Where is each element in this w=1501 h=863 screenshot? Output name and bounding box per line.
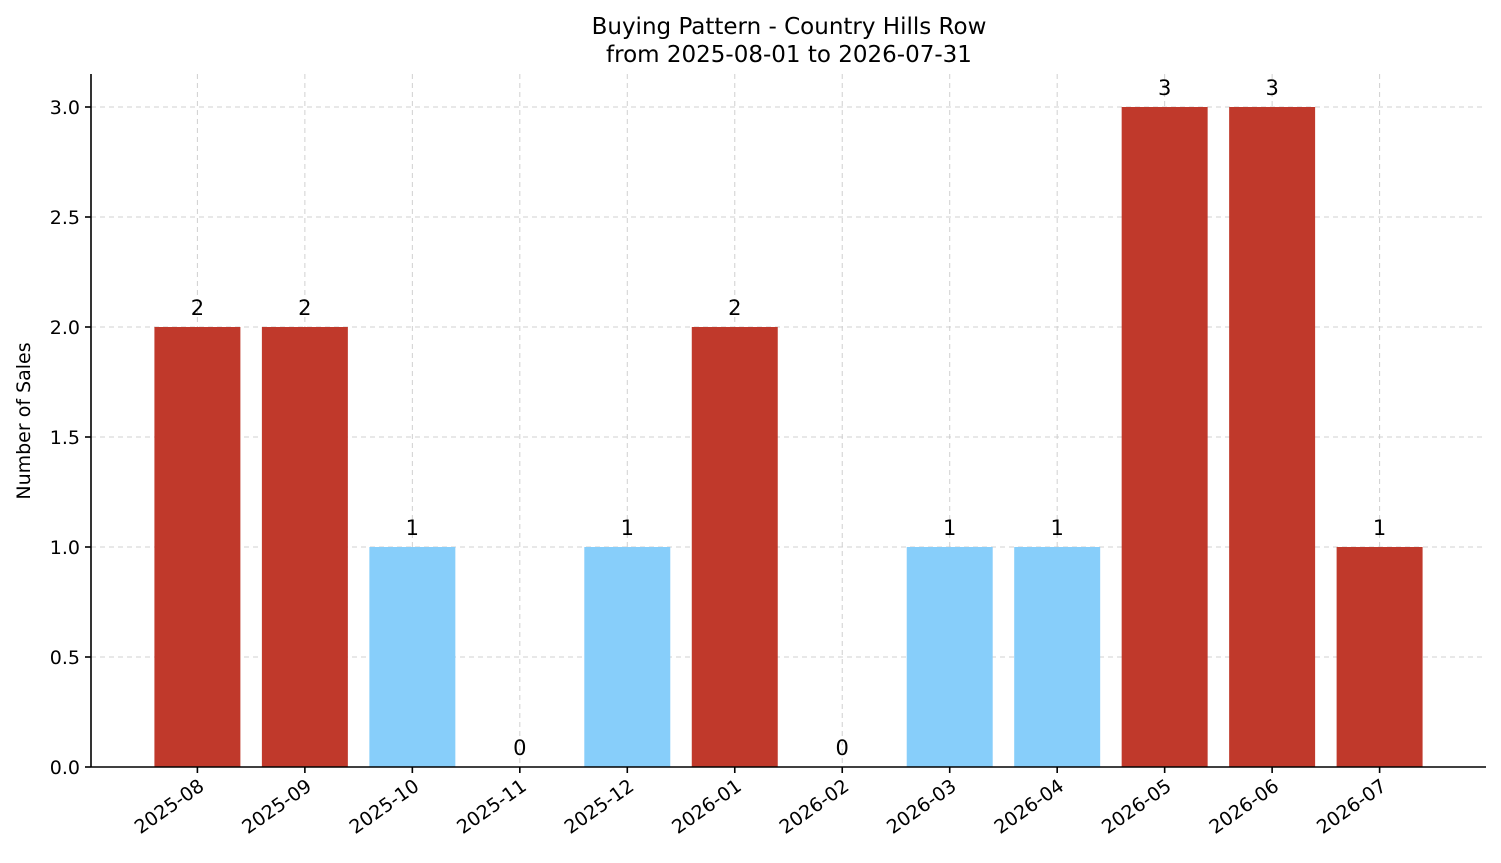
- data-label: 3: [1265, 76, 1278, 100]
- x-tick-label: 2025-08: [131, 775, 209, 839]
- data-label: 1: [621, 516, 634, 540]
- x-tick-label: 2025-09: [238, 775, 316, 839]
- bars: [154, 107, 1423, 767]
- bar-2026-01: [691, 327, 778, 767]
- data-label: 1: [943, 516, 956, 540]
- data-label: 2: [298, 296, 311, 320]
- x-tick-label: 2025-11: [453, 775, 531, 839]
- data-label: 3: [1158, 76, 1171, 100]
- y-tick-label: 2.0: [50, 317, 80, 339]
- bar-2026-07: [1336, 547, 1423, 767]
- data-label: 1: [1050, 516, 1063, 540]
- data-label: 0: [513, 736, 526, 760]
- x-tick-label: 2025-12: [561, 775, 639, 839]
- y-tick-label: 2.5: [50, 207, 80, 229]
- x-tick-label: 2026-04: [990, 775, 1068, 839]
- bar-2026-05: [1121, 107, 1208, 767]
- x-tick-label: 2026-03: [883, 775, 961, 839]
- y-tick-label: 1.0: [50, 537, 80, 559]
- bar-2026-03: [906, 547, 993, 767]
- x-tick-label: 2026-05: [1098, 775, 1176, 839]
- chart-subtitle: from 2025-08-01 to 2026-07-31: [606, 42, 972, 68]
- x-tick-label: 2026-02: [775, 775, 853, 839]
- y-axis-label: Number of Sales: [13, 342, 35, 499]
- data-labels: 2 2 1 0 1 2 0 1 1 3 3 1: [191, 76, 1387, 760]
- data-label: 1: [1373, 516, 1386, 540]
- data-label: 1: [406, 516, 419, 540]
- bar-2025-08: [154, 327, 241, 767]
- data-label: 0: [836, 736, 849, 760]
- bar-2026-06: [1229, 107, 1316, 767]
- x-tick-label: 2025-10: [346, 775, 424, 839]
- y-tick-label: 1.5: [50, 427, 80, 449]
- x-tick-label: 2026-06: [1205, 775, 1283, 839]
- x-tick-label: 2026-01: [668, 775, 746, 839]
- y-tick-label: 0.5: [50, 647, 80, 669]
- data-label: 2: [191, 296, 204, 320]
- bar-2025-10: [369, 547, 456, 767]
- bar-2025-12: [584, 547, 671, 767]
- bar-2026-04: [1014, 547, 1101, 767]
- data-label: 2: [728, 296, 741, 320]
- y-tick-label: 0.0: [50, 757, 80, 779]
- chart-title: Buying Pattern - Country Hills Row: [592, 14, 987, 40]
- y-tick-label: 3.0: [50, 97, 80, 119]
- x-tick-label: 2026-07: [1313, 775, 1391, 839]
- bar-2025-09: [261, 327, 348, 767]
